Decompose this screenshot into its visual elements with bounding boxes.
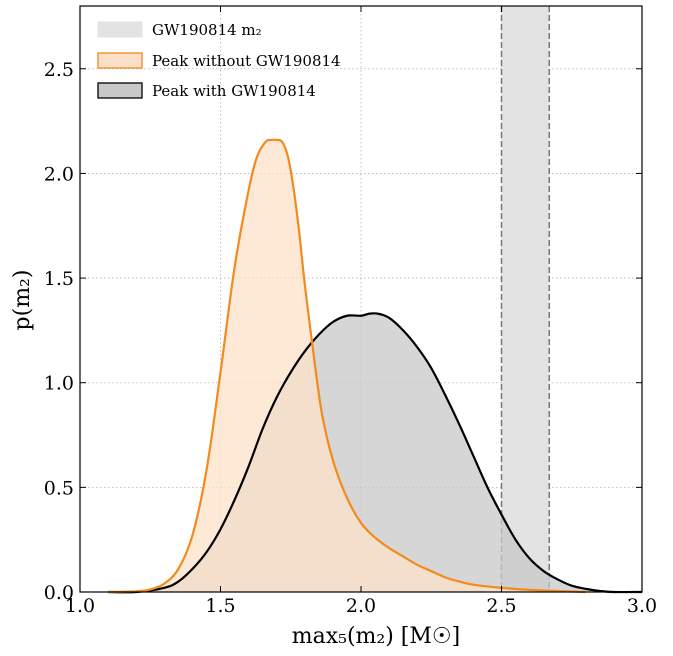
x-tick-label: 2.0: [346, 595, 376, 617]
x-tick-label: 3.0: [627, 595, 657, 617]
density-curves: [108, 138, 643, 594]
legend-swatch-band: [97, 21, 143, 38]
gw190814-m2-band: [500, 6, 551, 592]
y-tick-label: 0.0: [44, 582, 74, 604]
x-axis-ticks: 1.0 1.5 2.0 2.5 3.0: [65, 6, 657, 617]
legend-label-without: Peak without GW190814: [152, 52, 341, 70]
series-0-fill: [108, 139, 586, 592]
legend-label-band: GW190814 m₂: [152, 21, 262, 39]
legend-swatch-with: [97, 82, 143, 99]
gw190814-m2-band-fill: [501, 6, 550, 592]
legend-swatch-without: [97, 52, 143, 69]
y-tick-label: 1.5: [44, 268, 74, 290]
x-axis-label: max₅(m₂) [M☉]: [292, 624, 460, 649]
y-axis-label: p(m₂): [10, 270, 35, 331]
y-tick-label: 0.5: [44, 477, 74, 499]
series-0-line: [108, 138, 586, 594]
y-tick-label: 2.5: [44, 59, 74, 81]
series-1-line: [108, 312, 643, 594]
x-tick-label: 1.5: [205, 595, 235, 617]
y-axis-ticks: 0.0 0.5 1.0 1.5 2.0 2.5: [44, 59, 642, 604]
legend-label-with: Peak with GW190814: [152, 82, 316, 100]
y-tick-label: 1.0: [44, 373, 74, 395]
y-tick-label: 2.0: [44, 163, 74, 185]
legend: GW190814 m₂ Peak without GW190814 Peak w…: [97, 21, 341, 100]
x-tick-label: 2.5: [486, 595, 516, 617]
x-tick-label: 1.0: [65, 595, 95, 617]
